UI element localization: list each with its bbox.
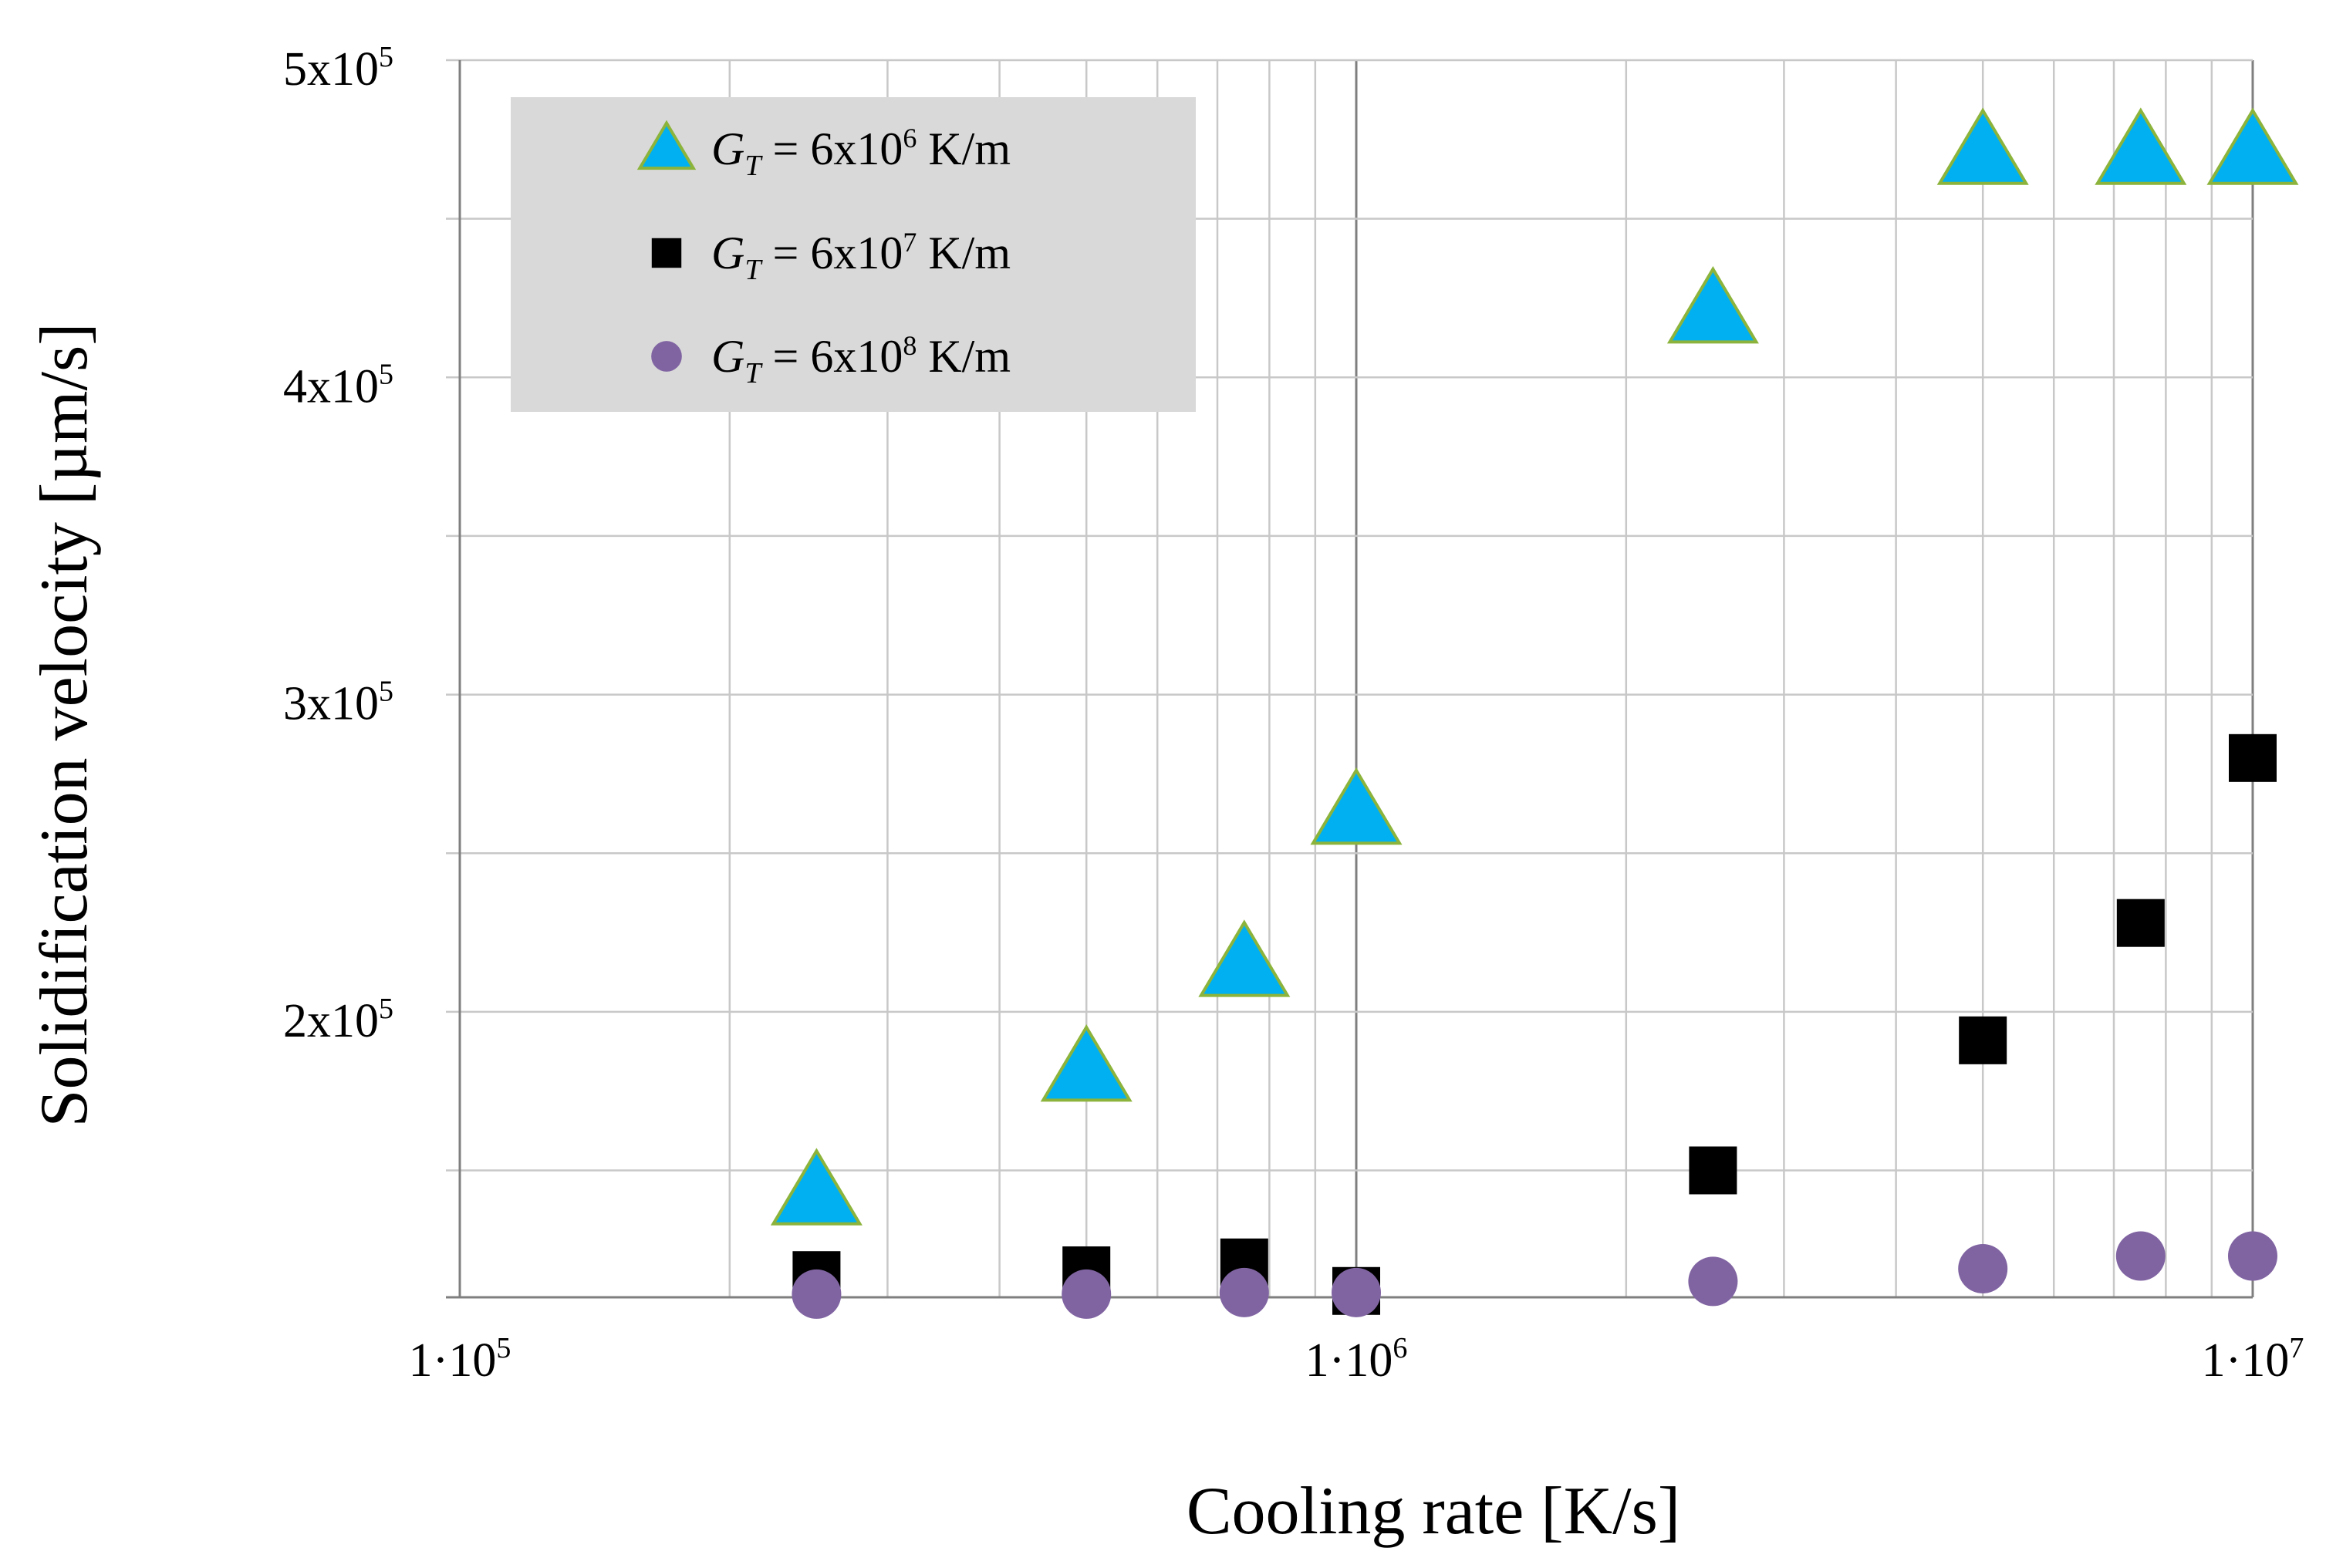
y-tick-label: 5x105 (283, 41, 393, 96)
y-tick-label: 4x105 (283, 358, 393, 413)
x-tick-labels: 1·105 1·106 1·107 (409, 1332, 2304, 1387)
legend: GT = 6x106 K/m GT = 6x107 K/m GT = 6x108 K… (511, 97, 1196, 412)
series-circle (792, 1231, 2277, 1319)
data-point-circle (1219, 1267, 1269, 1317)
data-point-circle (1062, 1269, 1112, 1319)
data-points (770, 107, 2299, 1319)
legend-marker-triangle (636, 120, 697, 170)
data-point-circle (2228, 1231, 2277, 1281)
y-axis-title: Solidification velocity [µm/s] (27, 323, 102, 1128)
legend-box (511, 97, 1196, 412)
data-point-triangle (1198, 919, 1291, 997)
data-point-square (2229, 733, 2277, 782)
data-point-triangle (2206, 107, 2299, 185)
x-tick-label: 1·107 (2202, 1332, 2304, 1387)
x-tick-label: 1·106 (1305, 1332, 1408, 1387)
data-point-triangle (1666, 265, 1759, 344)
data-point-triangle (1310, 767, 1403, 845)
x-axis-title: Cooling rate [K/s] (1187, 1474, 1680, 1549)
series-triangle (770, 107, 2299, 1226)
legend-marker-square (651, 238, 682, 268)
data-point-circle (792, 1269, 842, 1319)
data-point-circle (1688, 1256, 1738, 1307)
data-point-circle (2115, 1231, 2166, 1281)
data-point-circle (1958, 1243, 2008, 1293)
data-point-triangle (1040, 1023, 1133, 1102)
data-point-circle (1332, 1267, 1381, 1317)
y-tick-label: 3x105 (283, 676, 393, 730)
data-point-square (1689, 1146, 1737, 1195)
data-point-square (1959, 1016, 2007, 1064)
y-tick-labels: 2x105 3x105 4x105 5x105 (283, 41, 393, 1047)
legend-marker-circle (651, 341, 682, 372)
legend-label: GT = 6x106 K/m (711, 123, 1011, 182)
y-tick-label: 2x105 (283, 993, 393, 1047)
legend-label: GT = 6x108 K/m (711, 330, 1011, 389)
x-tick-label: 1·105 (409, 1332, 511, 1387)
data-point-triangle (1936, 107, 2029, 185)
data-point-triangle (2095, 107, 2187, 185)
y-gridlines (446, 59, 2253, 1172)
data-point-triangle (770, 1148, 863, 1226)
data-point-square (2116, 899, 2165, 947)
legend-label: GT = 6x107 K/m (711, 227, 1011, 286)
